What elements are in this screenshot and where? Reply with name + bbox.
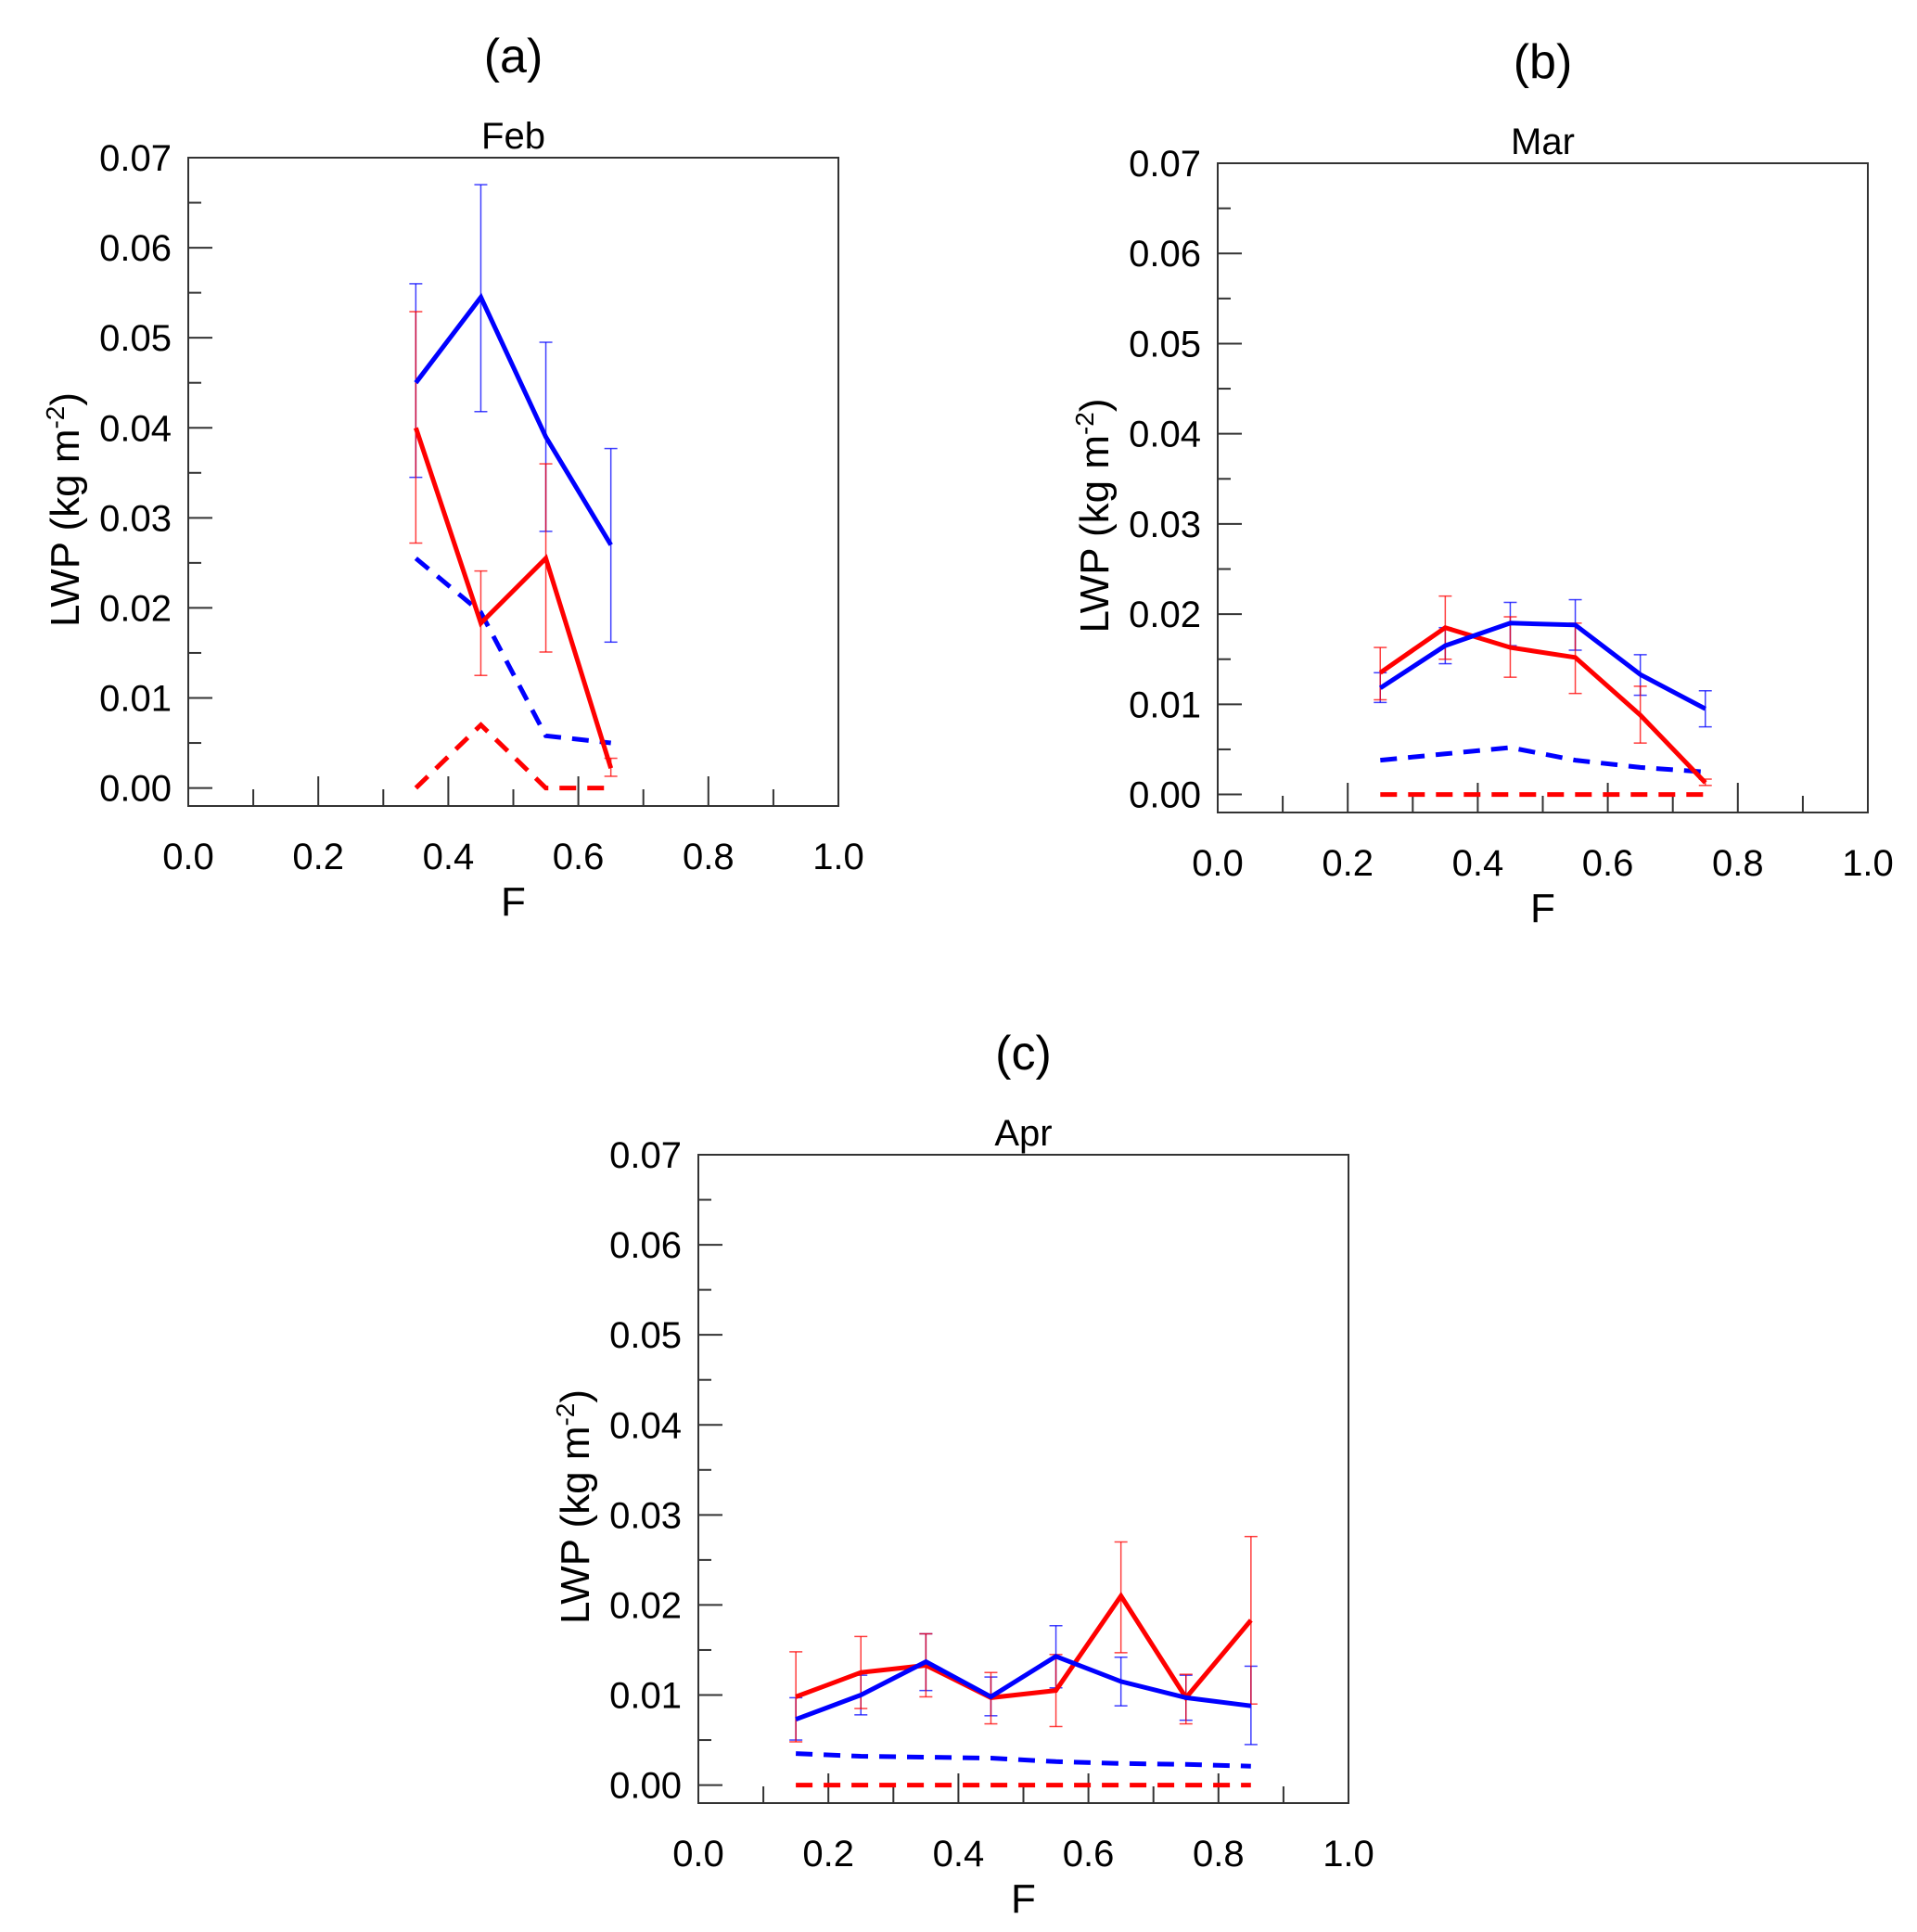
x-tick-label: 0.6 xyxy=(1063,1834,1115,1874)
x-tick-label: 0.4 xyxy=(423,837,475,877)
y-label-end: ) xyxy=(43,392,88,406)
x-tick-label: 0.2 xyxy=(292,837,344,877)
x-tick-label: 0.0 xyxy=(672,1834,724,1874)
y-tick-label: 0.06 xyxy=(609,1225,682,1266)
y-tick-label: 0.05 xyxy=(1129,324,1201,365)
y-tick-label: 0.02 xyxy=(99,588,172,629)
x-tick-label: 0.0 xyxy=(1192,843,1244,884)
y-tick-label: 0.01 xyxy=(99,679,172,720)
series-line-blue-solid xyxy=(414,292,613,546)
x-tick-label: 1.0 xyxy=(1842,843,1894,884)
series-line-blue-dashed xyxy=(1380,745,1706,774)
x-tick-label: 0.8 xyxy=(1193,1834,1245,1874)
y-tick-label: 0.01 xyxy=(609,1676,682,1717)
series-line-blue-solid xyxy=(1378,621,1706,711)
chart-title: Feb xyxy=(481,116,545,157)
x-axis-label: F xyxy=(1011,1876,1036,1922)
y-tick-label: 0.04 xyxy=(609,1405,682,1446)
y-tick-label: 0.07 xyxy=(609,1135,682,1176)
panel-label: (c) xyxy=(995,1027,1052,1081)
y-tick-label: 0.03 xyxy=(99,498,172,539)
y-tick-label: 0.06 xyxy=(1129,234,1201,275)
series-line-red-solid xyxy=(795,1592,1253,1702)
panel-mar: (b) Mar 0.00 0.01 0.02 0.03 0.04 0.05 0.06 0.07 0.… xyxy=(1070,35,1894,931)
series-line-red-dashed xyxy=(414,722,611,791)
y-tick-label: 0.00 xyxy=(609,1766,682,1807)
y-label-end: ) xyxy=(1072,398,1118,412)
x-tick-label: 0.8 xyxy=(1712,843,1764,884)
series-line-blue-solid xyxy=(795,1654,1252,1722)
y-tick-label: 0.07 xyxy=(99,138,172,179)
panel-apr: (c) Apr 0.00 0.01 0.02 0.03 0.04 0.05 0.06 0.07 0.… xyxy=(551,1027,1374,1922)
x-tick-label: 0.6 xyxy=(1582,843,1634,884)
x-tick-label: 0.4 xyxy=(1452,843,1504,884)
x-axis-label: F xyxy=(501,879,526,925)
y-tick-label: 0.05 xyxy=(99,318,172,359)
y-tick-label: 0.04 xyxy=(1129,415,1201,455)
panel-feb: (a) Feb 0.00 0.01 0.02 0.03 0.04 0.05 0.06 0.07 0.… xyxy=(41,30,864,925)
y-label-end: ) xyxy=(553,1389,598,1403)
panel-label: (a) xyxy=(484,30,543,83)
y-label-sup: -2 xyxy=(41,406,70,429)
y-tick-label: 0.02 xyxy=(1129,595,1201,635)
y-axis-label: LWP (kg m-2) xyxy=(551,1389,598,1624)
y-tick-label: 0.03 xyxy=(1129,505,1201,545)
plot-frame xyxy=(1217,162,1869,813)
y-label-main: LWP (kg m xyxy=(43,429,88,628)
series-line-blue-dashed xyxy=(414,557,611,746)
y-tick-label: 0.01 xyxy=(1129,685,1201,725)
y-label-sup: -2 xyxy=(551,1403,580,1427)
y-tick-label: 0.07 xyxy=(1129,144,1201,185)
y-tick-label: 0.00 xyxy=(99,769,172,810)
series-line-red-solid xyxy=(414,427,614,769)
series-line-red-solid xyxy=(1378,624,1707,785)
y-axis-label: LWP (kg m-2) xyxy=(41,392,88,627)
y-tick-label: 0.00 xyxy=(1129,775,1201,816)
y-tick-label: 0.02 xyxy=(609,1585,682,1626)
y-label-main: LWP (kg m xyxy=(553,1427,598,1625)
x-axis-label: F xyxy=(1530,886,1555,931)
x-tick-label: 0.0 xyxy=(162,837,214,877)
y-tick-label: 0.05 xyxy=(609,1315,682,1356)
panel-label: (b) xyxy=(1514,35,1573,89)
plot-frame xyxy=(187,157,839,807)
chart-title: Mar xyxy=(1511,122,1575,162)
x-tick-label: 1.0 xyxy=(812,837,864,877)
series-line-blue-dashed xyxy=(795,1751,1251,1769)
x-tick-label: 0.4 xyxy=(933,1834,985,1874)
chart-title: Apr xyxy=(994,1113,1052,1154)
x-tick-label: 0.2 xyxy=(802,1834,854,1874)
x-tick-label: 0.6 xyxy=(553,837,605,877)
y-axis-label: LWP (kg m-2) xyxy=(1070,398,1118,633)
y-label-sup: -2 xyxy=(1070,412,1099,435)
x-tick-label: 0.2 xyxy=(1322,843,1374,884)
y-tick-label: 0.03 xyxy=(609,1495,682,1536)
y-tick-label: 0.04 xyxy=(99,408,172,449)
y-tick-label: 0.06 xyxy=(99,228,172,269)
x-tick-label: 0.8 xyxy=(683,837,735,877)
y-label-main: LWP (kg m xyxy=(1072,435,1118,633)
x-tick-label: 1.0 xyxy=(1323,1834,1374,1874)
